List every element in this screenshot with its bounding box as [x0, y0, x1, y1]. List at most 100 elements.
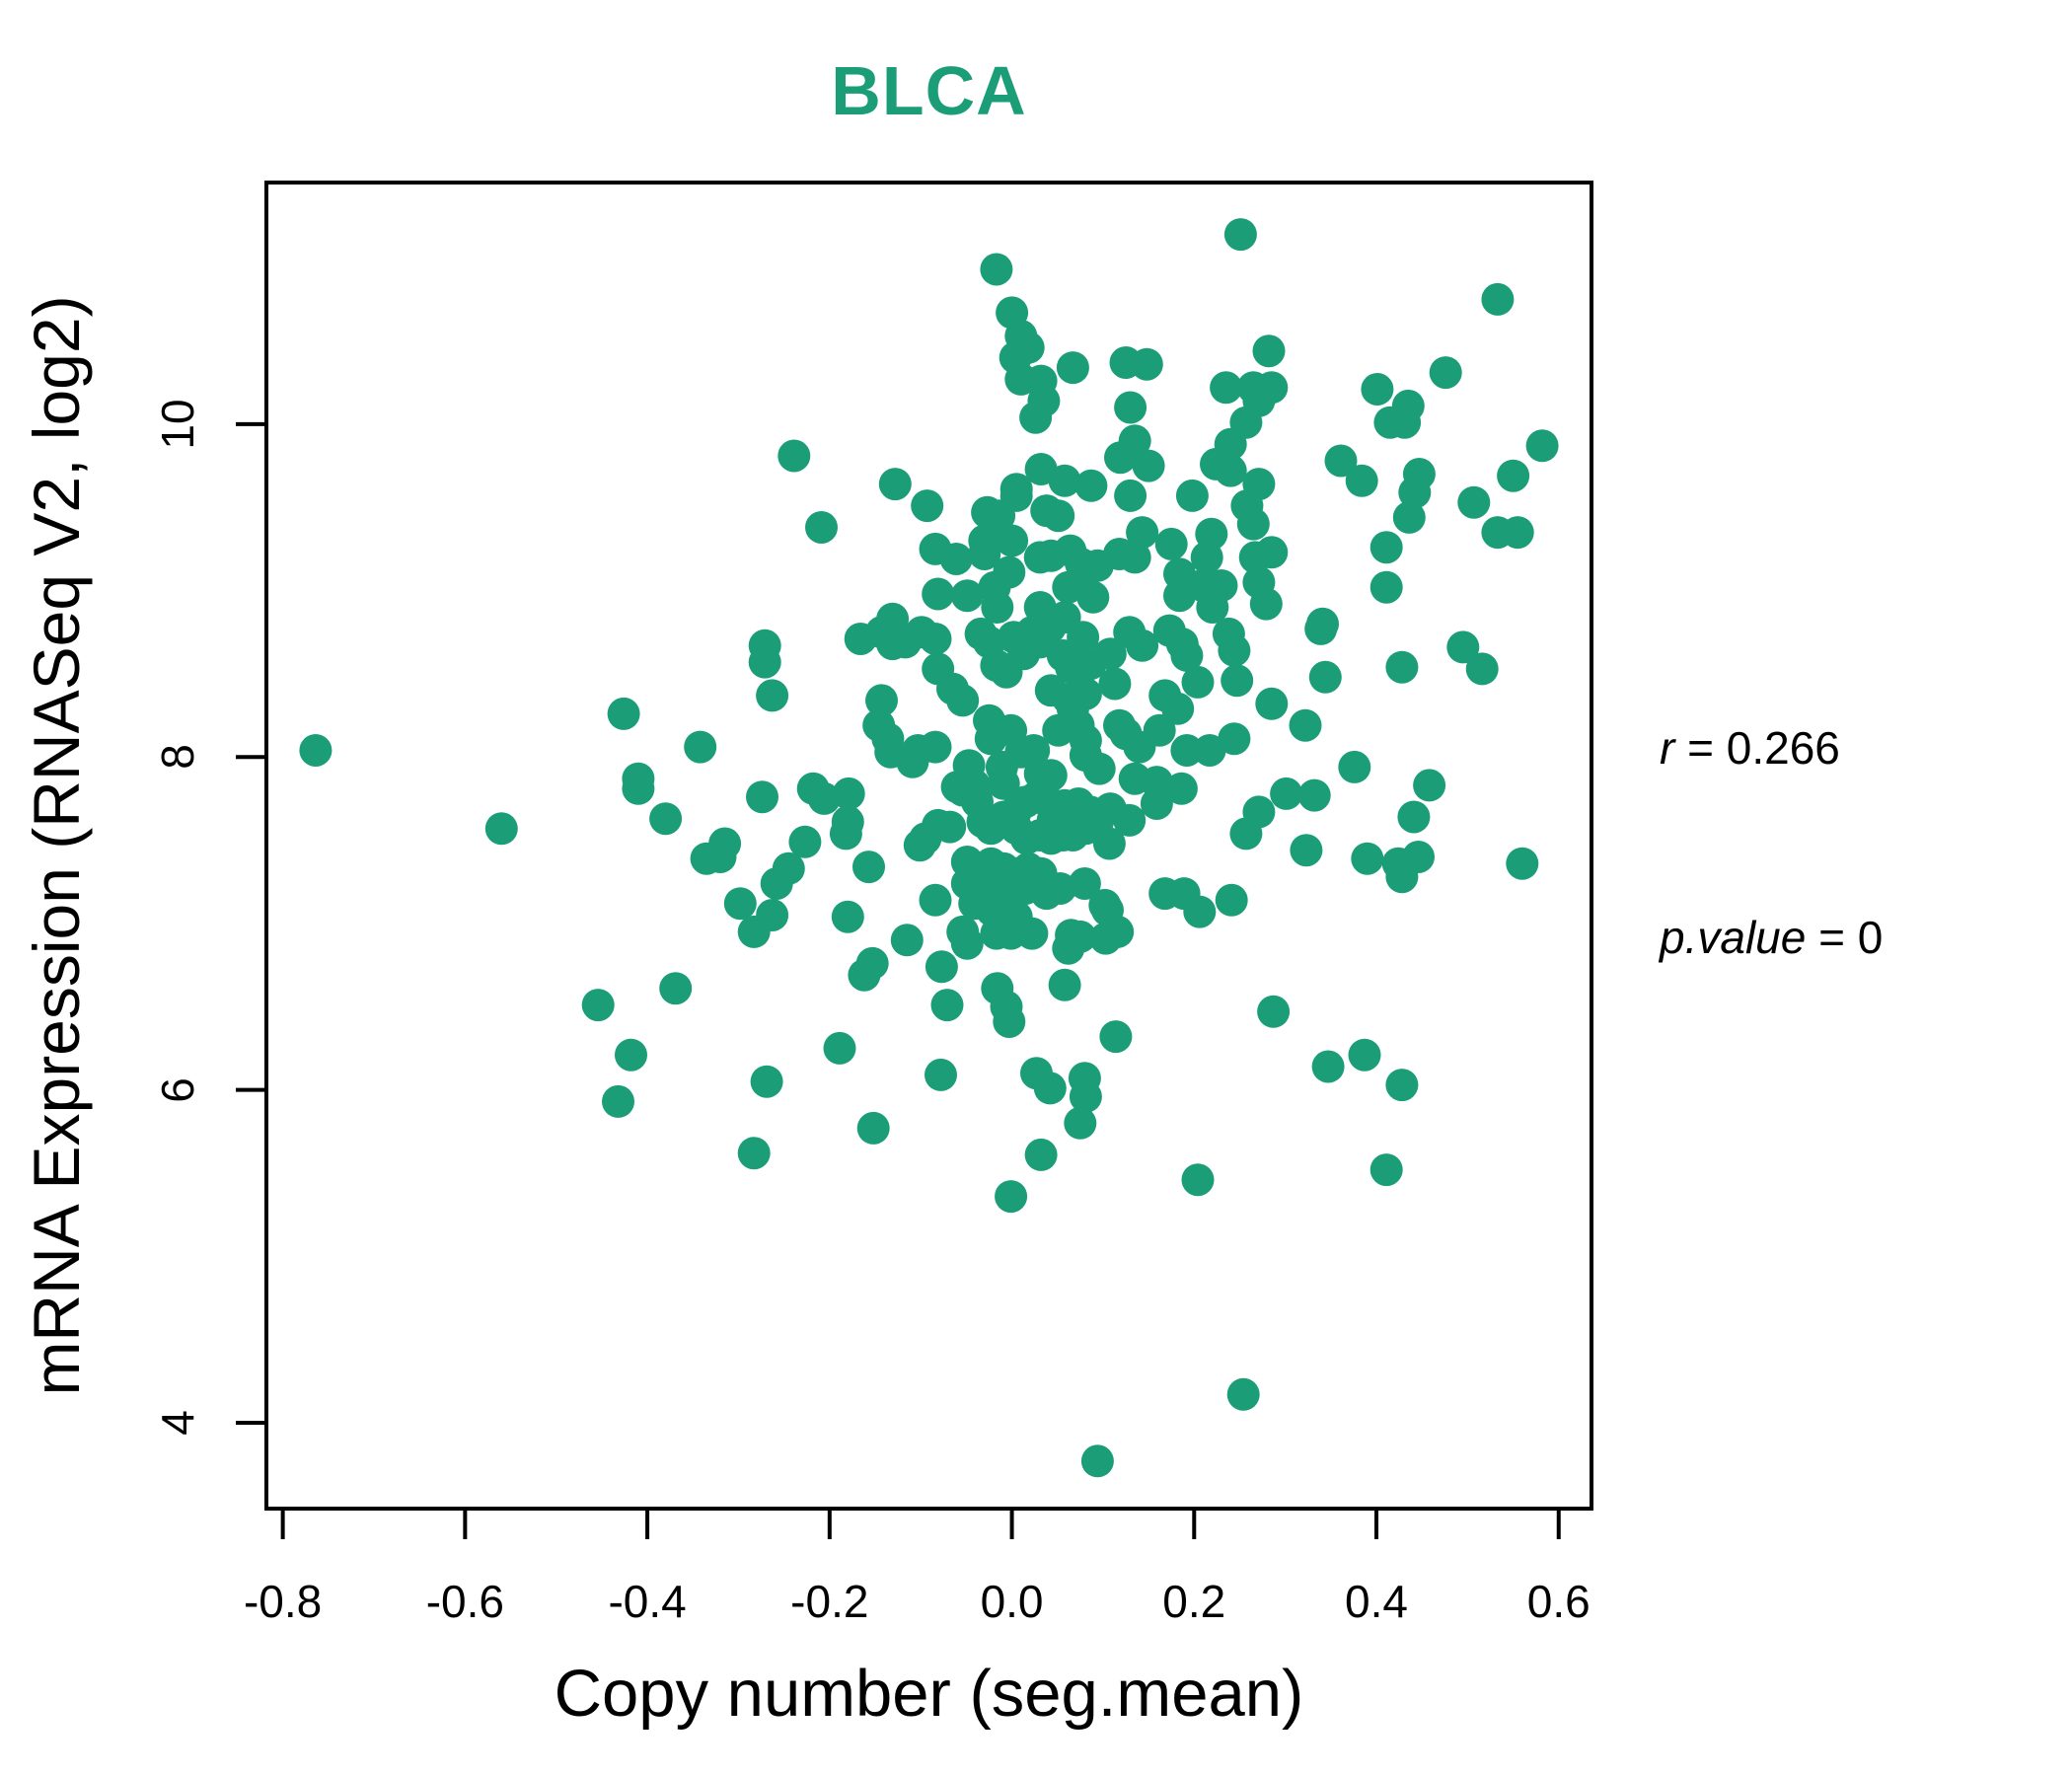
scatter-point: [649, 802, 683, 836]
scatter-point: [756, 899, 789, 931]
scatter-point: [1048, 968, 1081, 1001]
scatter-point: [684, 730, 717, 764]
scatter-point: [1229, 817, 1263, 851]
scatter-point: [1388, 406, 1422, 439]
scatter-point: [1218, 633, 1251, 667]
scatter-point: [1226, 1377, 1260, 1411]
scatter-point: [911, 489, 944, 523]
scatter-point: [1114, 391, 1147, 424]
scatter-point: [1098, 667, 1132, 701]
scatter-point: [1497, 459, 1530, 492]
scatter-point: [1252, 334, 1286, 368]
scatter-point: [890, 924, 924, 957]
scatter-point: [807, 781, 841, 815]
scatter-point: [1270, 777, 1303, 810]
scatter-point: [1369, 531, 1403, 564]
scatter-point: [1143, 713, 1176, 747]
scatter-point: [856, 1111, 890, 1145]
scatter-point: [703, 841, 737, 873]
scatter-point: [930, 989, 964, 1022]
scatter-point: [1080, 1444, 1114, 1478]
scatter-point: [848, 958, 881, 992]
scatter-point: [1297, 778, 1331, 812]
scatter-point: [1413, 769, 1446, 802]
scatter-point: [950, 579, 984, 613]
scatter-point: [484, 812, 518, 846]
plot-border: [264, 181, 1593, 1511]
scatter-point: [1170, 734, 1204, 767]
scatter-point: [1181, 665, 1215, 699]
pvalue-value: = 0: [1806, 912, 1884, 963]
scatter-point: [1175, 479, 1209, 512]
scatter-point: [950, 926, 984, 960]
scatter-point: [1118, 541, 1151, 574]
scatter-point: [829, 817, 862, 851]
scatter-point: [1099, 1020, 1133, 1054]
scatter-point: [1170, 638, 1204, 672]
x-tick-label: -0.2: [790, 1576, 869, 1627]
scatter-point: [1397, 800, 1431, 834]
scatter-point: [983, 499, 1016, 533]
scatter-point: [1130, 347, 1163, 381]
scatter-point: [788, 825, 822, 858]
scatter-point: [1398, 476, 1432, 509]
scatter-point: [1214, 454, 1247, 487]
y-tick-label: 6: [152, 1076, 203, 1103]
scatter-point: [1033, 1072, 1067, 1105]
scatter-point: [1481, 282, 1515, 316]
scatter-point: [878, 468, 912, 501]
scatter-point: [1056, 351, 1089, 385]
scatter-point: [777, 439, 811, 473]
scatter-point: [1369, 1153, 1403, 1187]
scatter-point: [1465, 652, 1499, 686]
x-tick-label: 0.0: [980, 1576, 1044, 1627]
scatter-point: [1501, 516, 1534, 550]
y-tick-label: 4: [152, 1410, 203, 1436]
pvalue-symbol: p.value: [1660, 912, 1807, 963]
scatter-point: [1064, 1106, 1097, 1140]
scatter-point: [1221, 664, 1254, 698]
scatter-point: [1132, 449, 1165, 482]
scatter-point: [1210, 371, 1243, 405]
scatter-point: [1385, 1069, 1419, 1102]
scatter-point: [1351, 842, 1384, 875]
scatter-point: [1249, 587, 1283, 621]
scatter-point: [1506, 847, 1539, 880]
scatter-point: [607, 697, 640, 730]
scatter-point: [1369, 570, 1403, 604]
scatter-point: [987, 767, 1020, 800]
scatter-point: [832, 777, 865, 810]
scatter-point: [1154, 527, 1188, 560]
scatter-point: [760, 867, 793, 900]
scatter-point: [805, 511, 838, 544]
correlation-annotation: r = 0.266 p.value = 0: [1660, 590, 1883, 1095]
scatter-point: [602, 1084, 634, 1118]
scatter-point: [1044, 872, 1076, 905]
scatter-point: [968, 538, 1001, 570]
scatter-point: [1164, 772, 1198, 805]
scatter-point: [1052, 931, 1085, 965]
scatter-point: [1223, 218, 1257, 252]
chart-title: BLCA: [831, 52, 1027, 129]
scatter-point: [946, 684, 980, 717]
scatter-point: [1345, 464, 1378, 497]
scatter-point: [746, 780, 778, 814]
scatter-point: [980, 253, 1013, 286]
scatter-point: [1019, 401, 1053, 434]
scatter-point: [1140, 787, 1173, 820]
r-symbol: r: [1660, 722, 1675, 774]
scatter-point: [1193, 734, 1226, 767]
scatter-point: [922, 577, 955, 611]
scatter-point: [1324, 444, 1358, 478]
scatter-point: [659, 972, 693, 1005]
scatter-point: [1385, 650, 1419, 684]
scatter-point: [1042, 499, 1075, 533]
scatter-point: [1311, 1050, 1345, 1083]
scatter-point: [1104, 441, 1137, 475]
scatter-point: [1076, 580, 1110, 614]
scatter-point: [1024, 1138, 1058, 1171]
scatter-point: [933, 810, 967, 844]
scatter-point: [1361, 373, 1394, 406]
